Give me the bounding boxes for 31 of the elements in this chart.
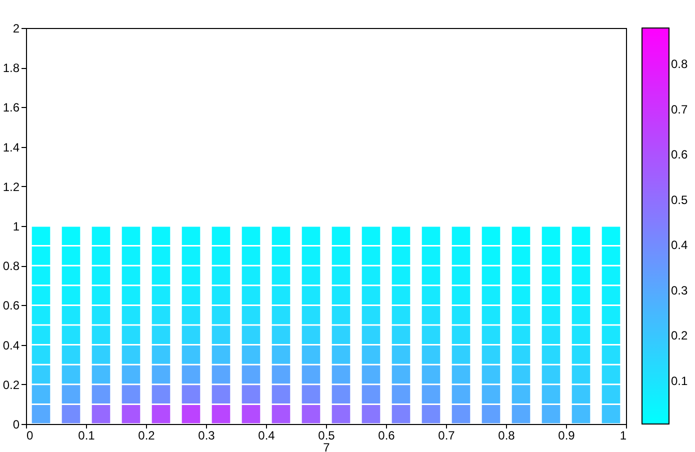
y-tick-label: 1.6	[2, 100, 20, 115]
y-tick-label: 1.2	[2, 180, 20, 194]
y-tick-label: 0.2	[2, 378, 20, 392]
x-tick-label: 0.4	[258, 428, 276, 442]
color-bar-label: 0.2	[671, 328, 688, 343]
x-tick-label: 0.9	[558, 428, 576, 442]
x-axis-title: 7	[323, 440, 330, 452]
y-tick-label: 0.4	[2, 338, 20, 352]
y-tick-label: 1	[12, 220, 20, 234]
y-tick-label: 2	[12, 22, 20, 36]
color-bar-label: 0.1	[671, 374, 688, 388]
y-tick-label: 0.6	[2, 298, 20, 313]
x-tick-label: 0.8	[498, 428, 516, 442]
x-tick-label: 0.7	[438, 428, 456, 442]
x-tick-label: 0.1	[78, 428, 96, 442]
x-tick-label: 0.6	[378, 428, 396, 442]
color-bar-label: 0.7	[671, 102, 688, 116]
x-tick-label: 0.3	[198, 428, 216, 442]
y-tick-label: 0.8	[2, 259, 20, 274]
color-bar-label: 0.5	[671, 192, 688, 207]
y-tick-label: 1.4	[2, 140, 20, 154]
color-bar-label: 0.3	[671, 283, 688, 298]
x-tick-label: 0.5	[318, 428, 336, 442]
y-tick-label: 1.8	[2, 61, 20, 76]
color-bar-label: 0.8	[671, 57, 688, 72]
color-bar-label: 0.4	[671, 238, 688, 252]
x-tick-label: 0	[26, 428, 34, 442]
color-bar-label: 0.6	[671, 148, 688, 162]
x-tick-label: 0.2	[138, 428, 156, 442]
x-tick-label: 1	[620, 428, 627, 442]
y-tick-label: 0	[12, 418, 20, 432]
